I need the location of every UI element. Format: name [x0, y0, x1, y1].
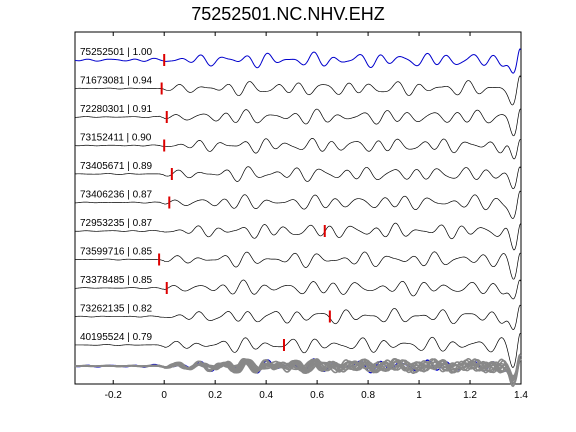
picks-group [158, 54, 331, 351]
trace-label-2: 72280301 | 0.91 [80, 104, 153, 115]
trace-1 [74, 75, 522, 106]
trace-6 [74, 222, 522, 251]
trace-label-3: 73152411 | 0.90 [80, 133, 152, 144]
trace-2 [74, 108, 521, 137]
x-tick-label-8: 1.4 [514, 390, 528, 401]
trace-7 [74, 251, 521, 280]
trace-5 [74, 190, 521, 219]
trace-label-1: 71673081 | 0.94 [80, 76, 153, 87]
x-tick-label-2: 0.2 [208, 390, 222, 401]
trace-labels-group: 75252501 | 1.00 71673081 | 0.94 72280301 |… [80, 47, 153, 343]
trace-label-4: 73405671 | 0.89 [80, 161, 153, 172]
trace-3 [74, 138, 521, 160]
x-tick-label-3: 0.4 [259, 390, 273, 401]
x-tick-label-4: 0.6 [310, 390, 324, 401]
x-axis: -0.2 0 0.2 0.4 0.6 0.8 1 1.2 1.4 [105, 32, 528, 401]
traces-group [74, 48, 522, 388]
x-tick-label-1: 0 [161, 390, 167, 401]
stack-trace-10 [74, 354, 521, 388]
trace-label-9: 73262135 | 0.82 [80, 304, 153, 315]
x-tick-label-6: 1 [416, 390, 422, 401]
x-tick-label-7: 1.2 [463, 390, 477, 401]
trace-label-5: 73406236 | 0.87 [80, 190, 153, 201]
trace-label-7: 73599716 | 0.85 [80, 247, 153, 258]
trace-0 [74, 48, 522, 74]
trace-label-6: 72953235 | 0.87 [80, 218, 153, 229]
trace-label-10: 40195524 | 0.79 [80, 332, 153, 343]
trace-8 [74, 279, 522, 300]
trace-label-8: 73378485 | 0.85 [80, 275, 153, 286]
trace-4 [74, 166, 522, 190]
axes-box [74, 31, 522, 385]
trace-9 [74, 304, 521, 330]
trace-label-0: 75252501 | 1.00 [80, 47, 153, 58]
x-tick-label-5: 0.8 [361, 390, 375, 401]
chart-title: 75252501.NC.NHV.EHZ [191, 4, 385, 24]
trace-10 [74, 333, 521, 368]
x-tick-label-0: -0.2 [105, 390, 123, 401]
